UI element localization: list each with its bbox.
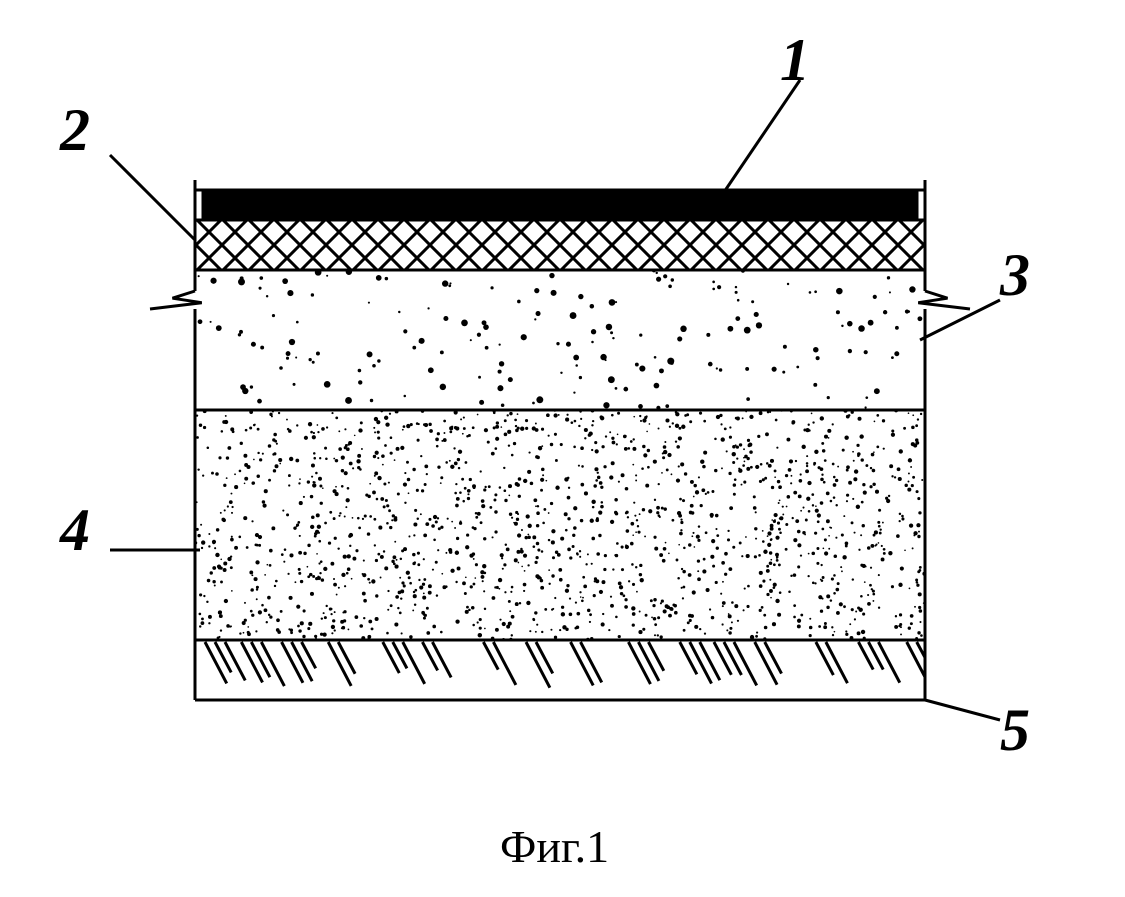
- leader-line: [920, 300, 1000, 340]
- layer-2: [145, 220, 1001, 270]
- layer-3: [195, 268, 925, 410]
- leader-line: [925, 700, 1000, 720]
- diagram-svg: [0, 0, 1125, 897]
- leader-line: [110, 155, 195, 240]
- figure-caption: Фиг.1: [500, 820, 609, 873]
- leader-line: [720, 80, 800, 198]
- layer-5: [195, 640, 931, 700]
- callout-label-4: 4: [60, 500, 90, 560]
- layer-1: [203, 190, 917, 220]
- callout-label-5: 5: [1000, 700, 1030, 760]
- callout-label-1: 1: [780, 30, 810, 90]
- callout-label-3: 3: [1000, 245, 1030, 305]
- diagram-canvas: 1 2 3 4 5 Фиг.1: [0, 0, 1125, 897]
- callout-label-2: 2: [60, 100, 90, 160]
- layer-4: [194, 408, 926, 642]
